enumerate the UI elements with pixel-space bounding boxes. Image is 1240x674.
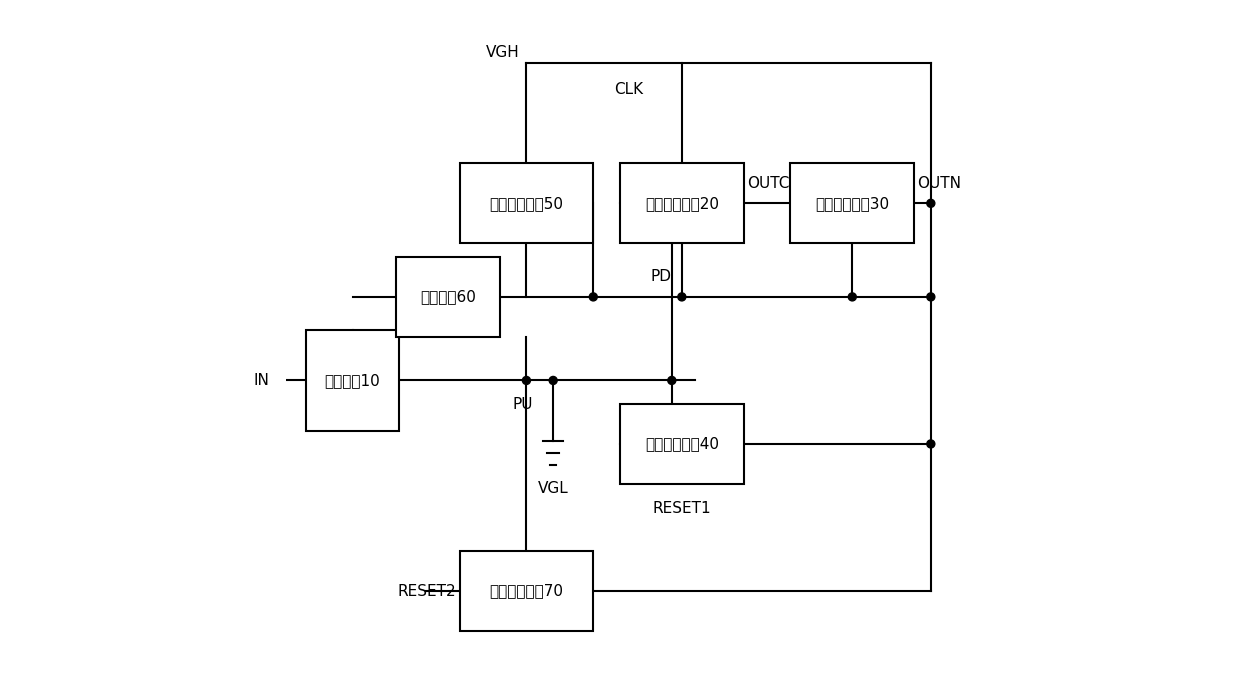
Text: IN: IN xyxy=(253,373,269,388)
Text: RESET2: RESET2 xyxy=(398,584,456,599)
Text: OUTC: OUTC xyxy=(746,177,790,191)
Text: 第一输出模块20: 第一输出模块20 xyxy=(645,196,719,211)
Text: PD: PD xyxy=(651,268,672,284)
Circle shape xyxy=(678,293,686,301)
Text: 输入模块10: 输入模块10 xyxy=(325,373,381,388)
Text: OUTN: OUTN xyxy=(918,177,961,191)
Bar xyxy=(460,163,593,243)
Circle shape xyxy=(926,293,935,301)
Bar xyxy=(306,330,399,431)
Bar xyxy=(620,163,744,243)
Circle shape xyxy=(926,200,935,208)
Circle shape xyxy=(926,440,935,448)
Text: VGH: VGH xyxy=(486,44,520,59)
Text: CLK: CLK xyxy=(614,82,642,97)
Bar xyxy=(790,163,914,243)
Text: RESET1: RESET1 xyxy=(652,501,712,516)
Bar xyxy=(396,257,500,337)
Text: 第一复位模块40: 第一复位模块40 xyxy=(645,437,719,452)
Text: 第二复位模块70: 第二复位模块70 xyxy=(490,584,563,599)
Text: VGL: VGL xyxy=(538,481,568,495)
Circle shape xyxy=(589,293,598,301)
Text: PU: PU xyxy=(513,397,533,412)
Bar xyxy=(460,551,593,631)
Circle shape xyxy=(668,377,676,384)
Text: 放噪模块60: 放噪模块60 xyxy=(420,289,476,305)
Circle shape xyxy=(522,377,531,384)
Text: 下拉控制模块50: 下拉控制模块50 xyxy=(490,196,563,211)
Circle shape xyxy=(848,293,857,301)
Text: 第二输出模块30: 第二输出模块30 xyxy=(815,196,889,211)
Circle shape xyxy=(549,377,557,384)
Bar xyxy=(620,404,744,484)
